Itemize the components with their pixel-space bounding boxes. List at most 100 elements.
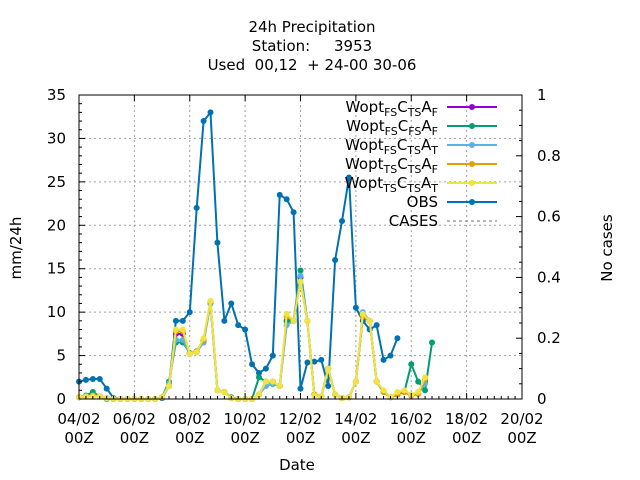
point-wts_ctsat	[366, 317, 373, 324]
y2-tick-label: 0	[537, 390, 547, 408]
x-tick-label: 00Z	[230, 429, 259, 447]
point-wts_ctsat	[290, 317, 297, 324]
x-tick-label: 06/02	[113, 410, 156, 428]
legend-label-wfs_ctsat: WoptFSCTSAT	[345, 136, 438, 157]
x-axis-label: Date	[279, 456, 315, 474]
series-lines	[76, 109, 436, 402]
point-obs	[352, 304, 359, 311]
point-wts_ctsat	[186, 350, 193, 357]
point-wts_ctsat	[380, 387, 387, 394]
x-tick-label: 08/02	[168, 410, 211, 428]
legend-label-cases: CASES	[389, 212, 438, 230]
axes-ticks: 04/0200Z06/0200Z08/0200Z10/0200Z12/0200Z…	[47, 86, 561, 447]
point-wfs_ctsat	[297, 272, 304, 279]
point-obs	[373, 322, 380, 329]
point-obs	[380, 356, 387, 363]
point-obs	[255, 369, 262, 376]
point-obs	[228, 300, 235, 307]
point-obs	[269, 352, 276, 359]
point-wts_ctsat	[172, 326, 179, 333]
point-obs	[89, 376, 96, 383]
point-obs	[332, 257, 339, 264]
x-tick-label: 00Z	[452, 429, 481, 447]
point-obs	[207, 109, 214, 116]
point-obs	[318, 356, 325, 363]
x-tick-label: 20/02	[500, 410, 543, 428]
y2-tick-label: 0.8	[537, 147, 561, 165]
point-wts_ctsat	[373, 378, 380, 385]
point-obs	[186, 309, 193, 316]
legend-marker-wfs_ctsaf	[469, 104, 475, 110]
legend-label-wfs_ctsaf: WoptFSCTSAF	[346, 98, 438, 119]
y-tick-label: 15	[47, 260, 66, 278]
point-obs	[200, 118, 207, 125]
point-obs	[345, 174, 352, 181]
point-obs	[103, 385, 110, 392]
point-obs	[82, 376, 89, 383]
point-wts_ctsat	[394, 389, 401, 396]
point-obs	[96, 376, 103, 383]
point-obs	[214, 239, 221, 246]
point-wts_ctsat	[193, 349, 200, 356]
point-wfs_cfsaf	[408, 361, 415, 368]
point-wfs_cfsaf	[415, 378, 422, 385]
point-wts_ctsat	[276, 382, 283, 389]
point-obs	[221, 317, 228, 324]
x-tick-label: 18/02	[445, 410, 488, 428]
x-tick-label: 00Z	[175, 429, 204, 447]
point-wts_ctsat	[311, 392, 318, 399]
point-wts_ctsat	[415, 389, 422, 396]
x-tick-label: 16/02	[390, 410, 433, 428]
point-wts_ctsat	[165, 382, 172, 389]
point-obs	[394, 335, 401, 342]
y-tick-label: 10	[47, 303, 66, 321]
legend-label-wfs_cfsaf: WoptFSCFSAF	[346, 117, 438, 138]
legend-label-obs: OBS	[407, 193, 438, 211]
y2-axis-label: No cases	[598, 214, 616, 282]
point-wts_ctsat	[221, 389, 228, 396]
point-obs	[235, 322, 242, 329]
point-wts_ctsat	[179, 326, 186, 333]
x-tick-label: 14/02	[334, 410, 377, 428]
point-obs	[304, 359, 311, 366]
point-wts_ctsat	[401, 387, 408, 394]
point-wts_ctsat	[359, 310, 366, 317]
point-wts_ctsat	[325, 365, 332, 372]
point-obs	[193, 204, 200, 211]
legend-label-wts_ctsaf: WoptTSCTSAF	[345, 155, 438, 176]
point-obs	[172, 317, 179, 324]
point-obs	[339, 217, 346, 224]
legend-marker-wfs_ctsat	[469, 142, 475, 148]
point-obs	[297, 385, 304, 392]
point-wts_ctsat	[332, 391, 339, 398]
legend-marker-wts_ctsat	[469, 180, 475, 186]
chart-title-line-3: Used 00,12 + 24-00 30-06	[208, 56, 417, 74]
point-wfs_cfsaf	[297, 267, 304, 274]
point-wts_ctsat	[255, 391, 262, 398]
y2-tick-label: 0.2	[537, 329, 561, 347]
legend-marker-obs	[469, 199, 475, 205]
legend: WoptFSCTSAFWoptFSCFSAFWoptFSCTSATWoptTSC…	[345, 98, 497, 230]
x-tick-label: 00Z	[397, 429, 426, 447]
point-wts_ctsat	[269, 378, 276, 385]
y-tick-label: 35	[47, 86, 66, 104]
chart-title-line-2: Station: 3953	[252, 37, 372, 55]
y2-tick-label: 0.6	[537, 208, 561, 226]
x-tick-label: 00Z	[64, 429, 93, 447]
point-obs	[387, 352, 394, 359]
x-tick-label: 10/02	[224, 410, 267, 428]
point-obs	[262, 365, 269, 372]
x-tick-label: 00Z	[286, 429, 315, 447]
point-obs	[276, 191, 283, 198]
point-wfs_cfsaf	[429, 339, 436, 346]
x-tick-label: 12/02	[279, 410, 322, 428]
x-tick-label: 00Z	[507, 429, 536, 447]
point-obs	[283, 196, 290, 203]
point-wts_ctsat	[214, 387, 221, 394]
x-tick-label: 00Z	[120, 429, 149, 447]
x-tick-label: 00Z	[341, 429, 370, 447]
legend-marker-wts_ctsaf	[469, 161, 475, 167]
point-wts_ctsat	[352, 378, 359, 385]
point-wfs_cfsaf	[422, 387, 429, 394]
